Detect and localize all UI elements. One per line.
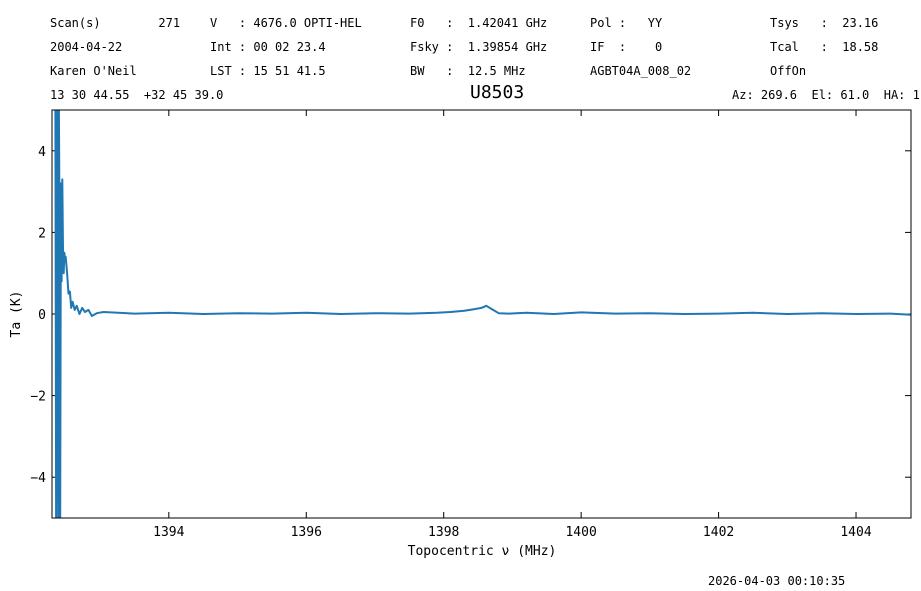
x-tick-label: 1404 [840, 525, 871, 540]
x-axis-label: Topocentric ν (MHz) [408, 544, 557, 559]
bandwidth-label: BW : 12.5 MHz [410, 64, 526, 78]
polarization-label: Pol : YY [590, 16, 663, 30]
axis-ticks: 1394 1396 1398 1400 1402 1404 −4 −2 0 2 4 [30, 110, 911, 540]
fsky-label: Fsky : 1.39854 GHz [410, 40, 548, 54]
project-label: AGBT04A_008_02 [590, 64, 692, 78]
x-tick-label: 1402 [703, 525, 734, 540]
spectrum-line [54, 110, 911, 518]
f0-label: F0 : 1.42041 GHz [410, 16, 548, 30]
tsys-label: Tsys : 23.16 [770, 16, 879, 30]
if-label: IF : 0 [590, 40, 663, 54]
plot-frame [51, 109, 912, 519]
velocity-label: V : 4676.0 OPTI-HEL [210, 16, 362, 30]
y-tick-label: 4 [38, 145, 46, 160]
date-label: 2004-04-22 [50, 40, 123, 54]
coordinates-label: 13 30 44.55 +32 45 39.0 [50, 88, 224, 102]
tcal-label: Tcal : 18.58 [770, 40, 879, 54]
procedure-label: OffOn [770, 64, 807, 78]
x-tick-label: 1396 [291, 525, 322, 540]
scan-label: Scan(s) 271 [50, 16, 181, 30]
y-tick-label: 2 [38, 226, 46, 241]
timestamp-label: 2026-04-03 00:10:35 [708, 574, 846, 588]
x-tick-label: 1400 [565, 525, 596, 540]
integration-label: Int : 00 02 23.4 [210, 40, 326, 54]
chart-title: U8503 [470, 82, 525, 103]
y-axis-label: Ta (K) [9, 291, 24, 338]
y-tick-label: −4 [30, 471, 46, 486]
observer-label: Karen O'Neil [50, 64, 137, 78]
lst-label: LST : 15 51 41.5 [210, 64, 326, 78]
azel-label: Az: 269.6 El: 61.0 HA: 1.66 [732, 88, 921, 102]
y-tick-label: −2 [30, 390, 46, 405]
x-tick-label: 1394 [153, 525, 184, 540]
x-tick-label: 1398 [428, 525, 459, 540]
y-tick-label: 0 [38, 308, 46, 323]
